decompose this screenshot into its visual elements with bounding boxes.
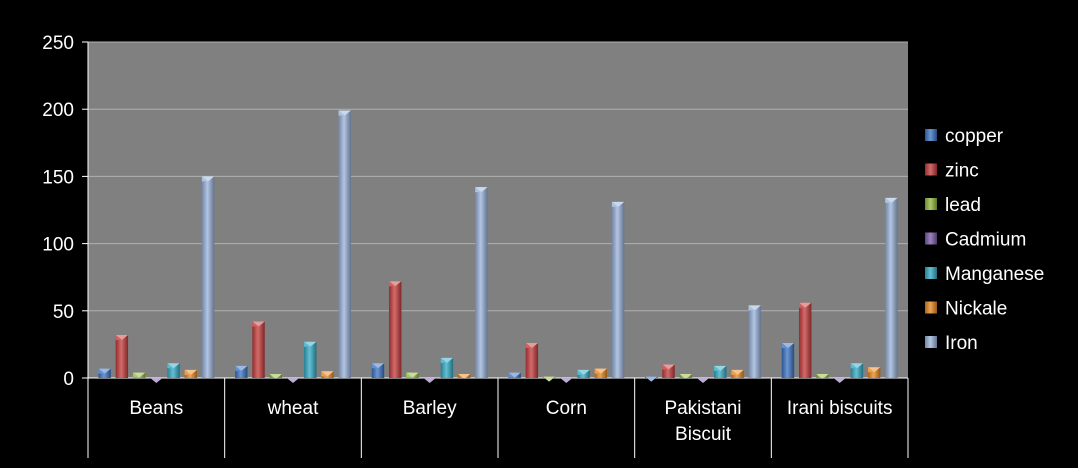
legend-label: copper [945,126,1004,147]
bar [833,378,846,383]
bar [560,378,573,383]
bar [98,368,111,378]
legend-swatch [925,129,937,141]
y-tick-label: 150 [42,167,74,188]
legend: copper zinc lead Cadmium Manganese Nickale Iro… [925,126,1044,354]
plot-area-background [88,42,908,378]
y-axis: 0 50 100 150 200 250 [42,33,89,390]
bar [645,376,658,382]
bar [150,378,163,383]
bar [611,201,625,378]
bar [577,369,590,378]
bars [98,110,898,383]
y-tick-label: 250 [42,33,74,54]
bar [781,343,795,378]
bar [286,378,300,383]
bar [542,376,556,382]
legend-swatch [925,232,937,245]
bar [798,302,812,378]
y-tick-label: 50 [53,302,74,323]
bar [816,373,829,379]
bar [475,187,488,378]
y-tick-label: 0 [63,369,74,390]
legend-swatch [925,336,937,348]
bar [594,368,608,378]
bar [423,378,436,383]
x-tick-label: Pakistani Biscuit [664,398,741,445]
bar [457,373,471,379]
bar [388,281,402,378]
legend-item: Manganese [925,264,1044,285]
legend-item: zinc [925,161,979,182]
x-tick-label: Irani biscuits [787,398,893,419]
legend-label: Cadmium [945,230,1026,251]
x-axis: Beans wheat Barley Corn Pakistani Biscuit Iran… [87,377,909,458]
bar [184,369,198,378]
bar [525,343,539,378]
bar [167,363,180,378]
legend-label: Manganese [945,264,1044,285]
y-tick-label: 200 [42,100,74,121]
bar [132,372,146,378]
legend-item: Cadmium [925,230,1026,251]
bar [662,364,675,378]
legend-label: lead [945,195,981,216]
bar [696,378,710,383]
legend-label: zinc [945,161,979,182]
bar [115,334,129,378]
legend-item: copper [925,126,1004,147]
bar [714,365,727,378]
legend-swatch [925,198,937,210]
bar [440,357,454,378]
bar [850,363,864,378]
bar [269,373,282,379]
legend-swatch [925,163,937,176]
x-tick-label: wheat [267,398,319,419]
bar [731,369,744,378]
bar [304,341,317,378]
legend-item: Iron [925,333,978,354]
bar [235,365,248,378]
legend-swatch [925,301,937,314]
bar [679,373,692,379]
bar [201,176,215,378]
bar [338,110,351,378]
x-tick-label: Barley [403,398,457,419]
bar [406,372,419,378]
legend-label: Iron [945,333,978,354]
legend-item: lead [925,195,981,216]
bar [371,363,385,378]
bar [867,367,881,378]
bar [321,371,334,378]
legend-label: Nickale [945,299,1007,320]
x-tick-label: Corn [546,398,587,419]
bar [508,372,521,378]
legend-swatch [925,267,937,279]
legend-item: Nickale [925,299,1007,320]
bar [252,321,265,378]
bar [748,305,761,378]
y-tick-label: 100 [42,235,74,256]
x-tick-label: Beans [129,398,183,419]
bar [885,197,898,378]
